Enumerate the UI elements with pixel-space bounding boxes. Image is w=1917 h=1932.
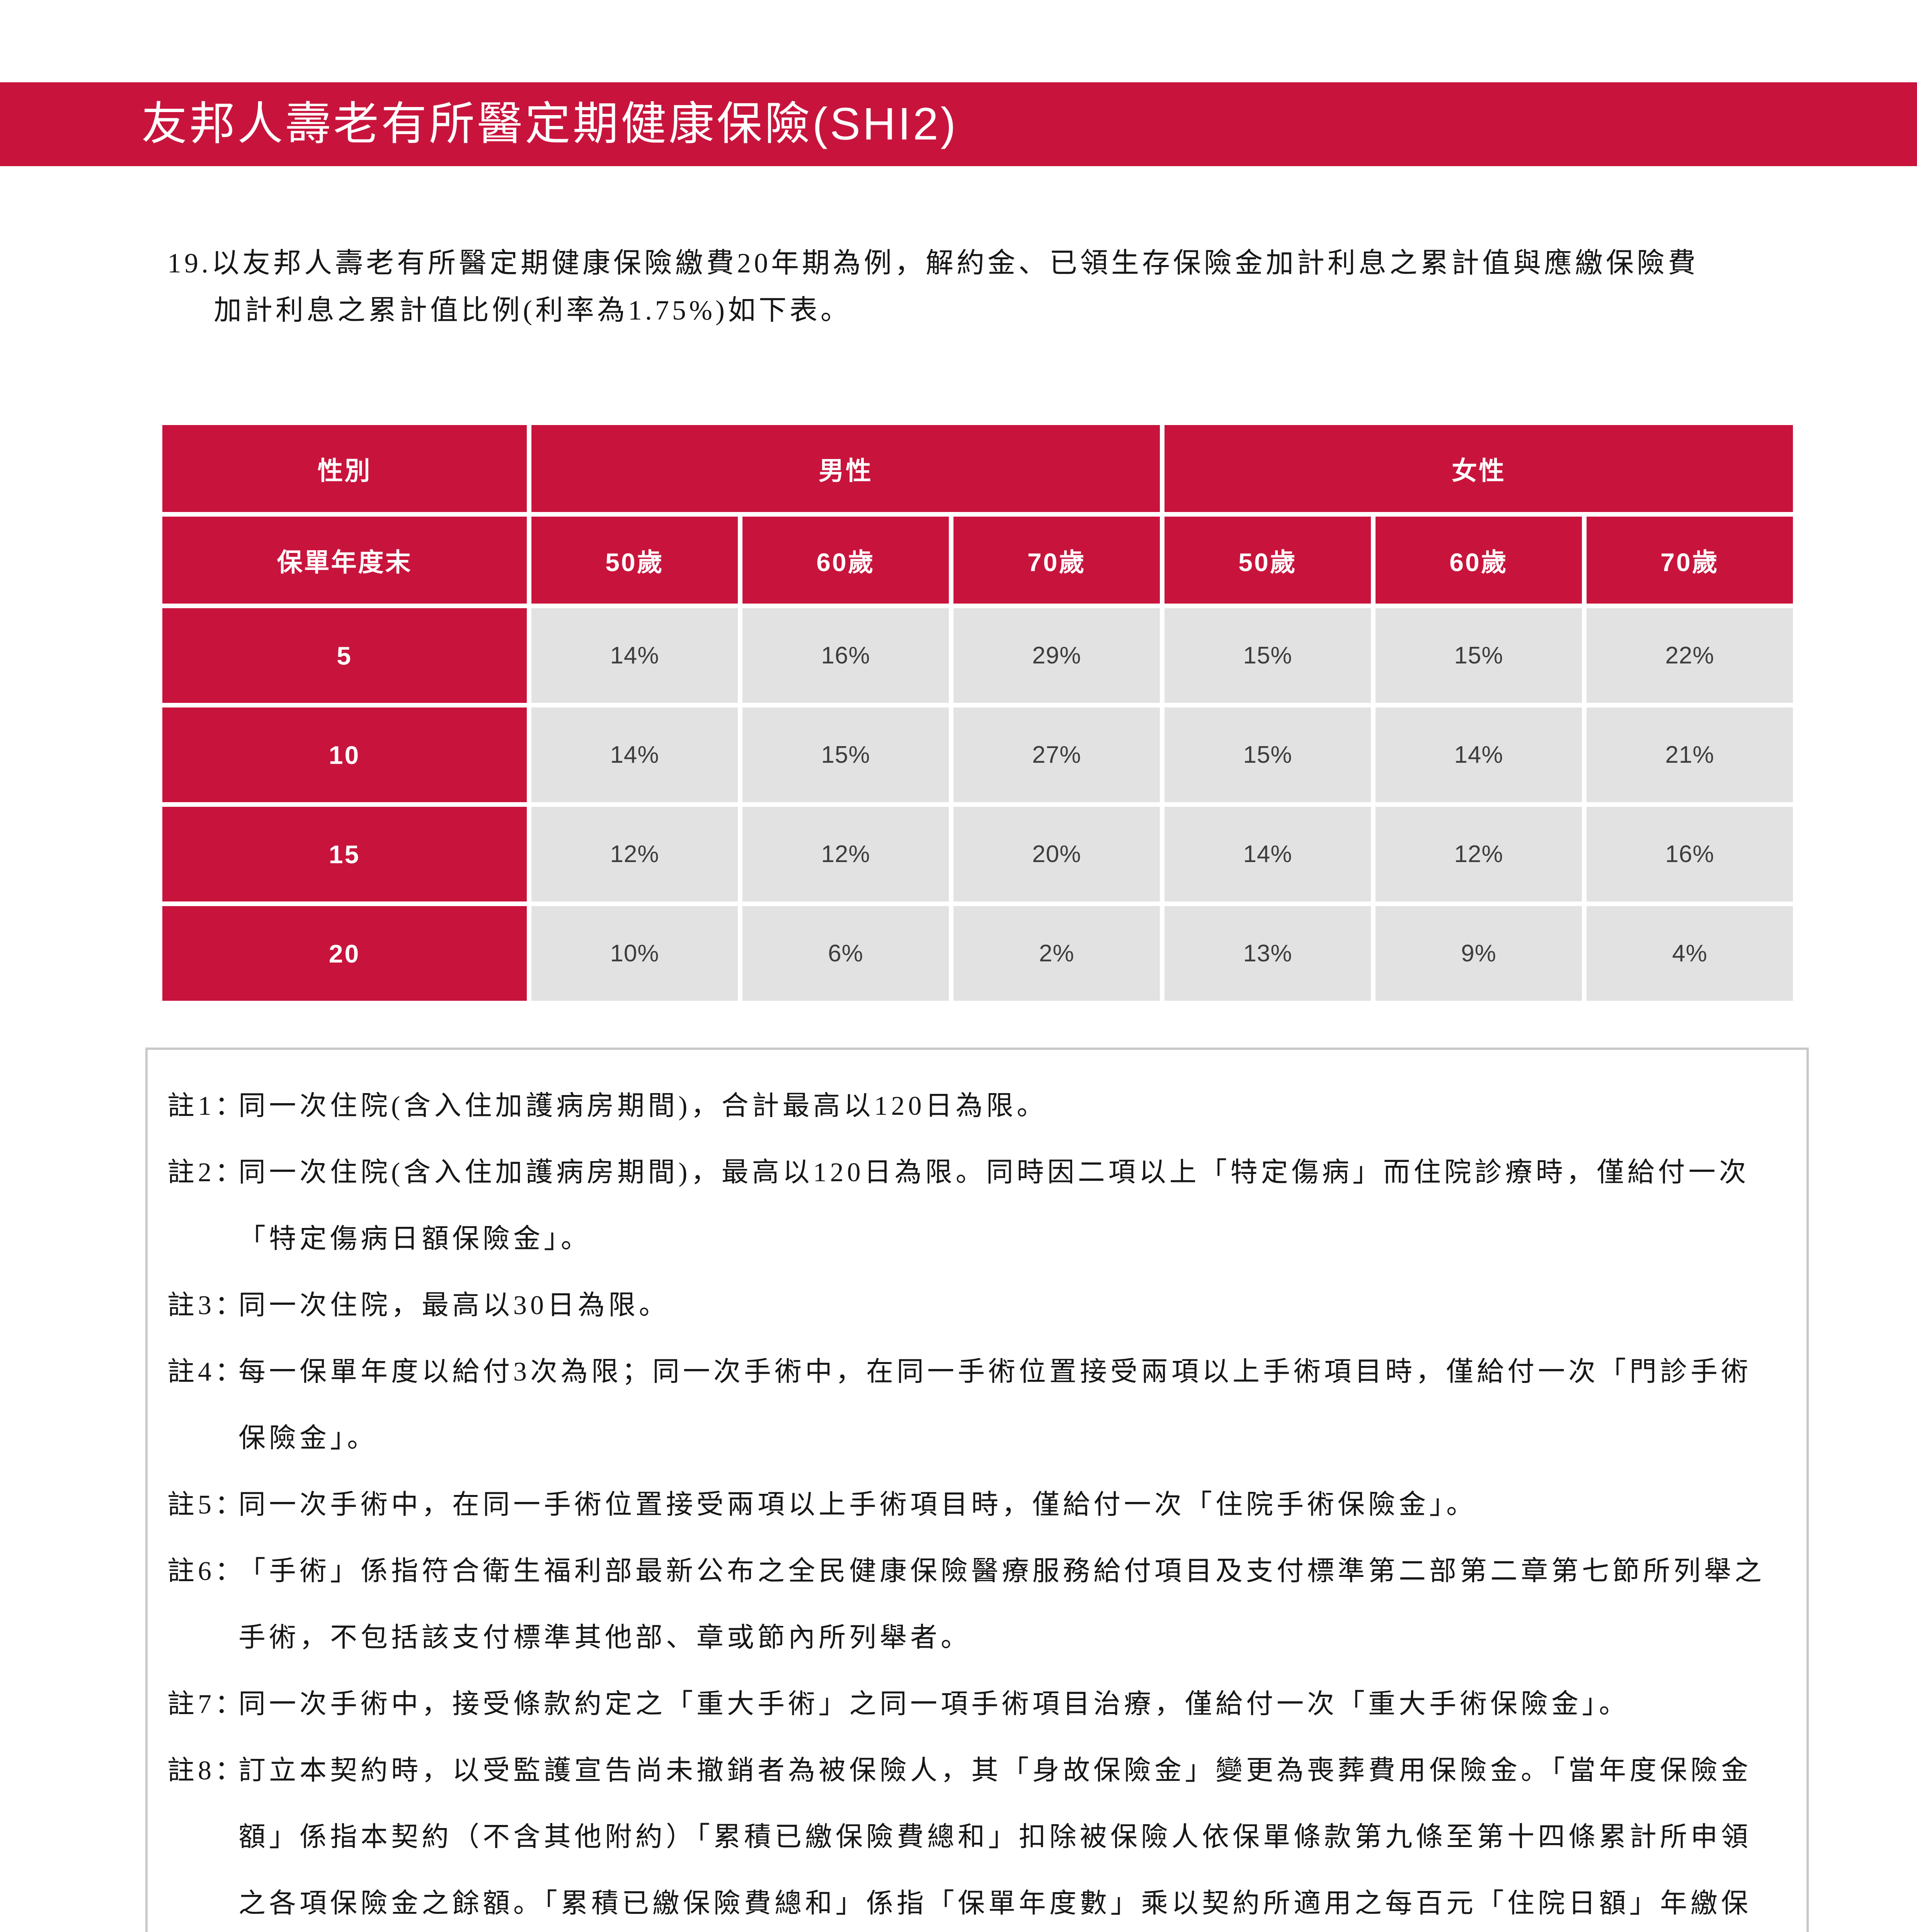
note-2-cont: 「特定傷病日額保險金」。 [238, 1224, 591, 1254]
note-8-text: 訂立本契約時，以受監護宣告尚未撤銷者為被保險人，其「身故保險金」變更為喪葬費用保… [238, 1756, 1752, 1786]
note-7: 註7：同一次手術中，接受條款約定之「重大手術」之同一項手術項目治療，僅給付一次「… [167, 1671, 1795, 1738]
table-value-cell: 22% [1587, 608, 1793, 703]
note-4-label: 註4： [167, 1357, 245, 1387]
table-year-cell: 15 [162, 807, 527, 901]
title-banner: 友邦人壽老有所醫定期健康保險(SHI2) [0, 82, 1917, 166]
note-6-text: 「手術」係指符合衛生福利部最新公布之全民健康保險醫療服務給付項目及支付標準第二部… [238, 1556, 1765, 1586]
table-value-cell: 15% [742, 707, 949, 802]
table-value-cell: 14% [531, 707, 738, 802]
note-8-cont: 額」係指本契約（不含其他附約）「累積已繳保險費總和」扣除被保險人依保單條款第九條… [238, 1822, 1752, 1852]
table-row-header: 保單年度末 [162, 517, 527, 604]
note-4-text: 每一保單年度以給付3次為限；同一次手術中，在同一手術位置接受兩項以上手術項目時，… [238, 1357, 1752, 1387]
table-value-cell: 16% [742, 608, 949, 703]
table-group-header-female: 女性 [1165, 425, 1793, 512]
table-age-header: 70歲 [953, 517, 1160, 604]
table-value-cell: 15% [1376, 608, 1582, 703]
table-year-cell: 10 [162, 707, 527, 802]
table-value-cell: 6% [742, 906, 949, 1001]
table-age-header: 60歲 [742, 517, 949, 604]
note-6-cont: 手術，不包括該支付標準其他部、章或節內所列舉者。 [238, 1623, 971, 1653]
note-3-label: 註3： [167, 1291, 245, 1320]
table-value-cell: 12% [742, 807, 949, 901]
table-age-header: 70歲 [1587, 517, 1793, 604]
intro-line-2: 加計利息之累計值比例(利率為1.75%)如下表。 [214, 295, 851, 326]
note-1: 註1：同一次住院(含入住加護病房期間)，合計最高以120日為限。 [167, 1073, 1795, 1139]
note-3: 註3：同一次住院，最高以30日為限。 [167, 1272, 1795, 1339]
table-value-cell: 13% [1165, 906, 1371, 1001]
intro-paragraph: 19.以友邦人壽老有所醫定期健康保險繳費20年期為例，解約金、已領生存保險金加計… [167, 240, 1699, 334]
note-1-text: 同一次住院(含入住加護病房期間)，合計最高以120日為限。 [238, 1091, 1047, 1121]
note-2: 註2：同一次住院(含入住加護病房期間)，最高以120日為限。同時因二項以上「特定… [167, 1139, 1795, 1206]
note-4-cont: 保險金」。 [238, 1423, 378, 1453]
table-value-cell: 15% [1165, 707, 1371, 802]
table-value-cell: 12% [1376, 807, 1582, 901]
note-2-text: 同一次住院(含入住加護病房期間)，最高以120日為限。同時因二項以上「特定傷病」… [238, 1158, 1750, 1187]
table-age-header: 50歲 [531, 517, 738, 604]
table-age-header: 50歲 [1165, 517, 1371, 604]
note-7-text: 同一次手術中，接受條款約定之「重大手術」之同一項手術項目治療，僅給付一次「重大手… [238, 1689, 1629, 1719]
note-8-cont: 之各項保險金之餘額。「累積已繳保險費總和」係指「保單年度數」乘以契約所適用之每百… [238, 1889, 1752, 1918]
note-8: 註8：訂立本契約時，以受監護宣告尚未撤銷者為被保險人，其「身故保險金」變更為喪葬… [167, 1738, 1795, 1804]
page-title: 友邦人壽老有所醫定期健康保險(SHI2) [141, 99, 958, 150]
table-value-cell: 2% [953, 906, 1160, 1001]
table-group-header-male: 男性 [531, 425, 1160, 512]
table-value-cell: 14% [531, 608, 738, 703]
table-value-cell: 21% [1587, 707, 1793, 802]
table-value-cell: 9% [1376, 906, 1582, 1001]
table-value-cell: 27% [953, 707, 1160, 802]
table-value-cell: 14% [1376, 707, 1582, 802]
note-5-text: 同一次手術中，在同一手術位置接受兩項以上手術項目時，僅給付一次「住院手術保險金」… [238, 1490, 1477, 1520]
table-value-cell: 14% [1165, 807, 1371, 901]
note-1-label: 註1： [167, 1091, 245, 1121]
note-5-label: 註5： [167, 1490, 245, 1520]
note-3-text: 同一次住院，最高以30日為限。 [238, 1291, 669, 1320]
note-7-label: 註7： [167, 1689, 245, 1719]
note-8-label: 註8： [167, 1756, 245, 1786]
table-value-cell: 12% [531, 807, 738, 901]
note-2-label: 註2： [167, 1158, 245, 1187]
intro-line-1: 19.以友邦人壽老有所醫定期健康保險繳費20年期為例，解約金、已領生存保險金加計… [167, 248, 1699, 279]
table-value-cell: 15% [1165, 608, 1371, 703]
note-6: 註6：「手術」係指符合衛生福利部最新公布之全民健康保險醫療服務給付項目及支付標準… [167, 1538, 1795, 1605]
note-5: 註5：同一次手術中，在同一手術位置接受兩項以上手術項目時，僅給付一次「住院手術保… [167, 1472, 1795, 1538]
table-value-cell: 16% [1587, 807, 1793, 901]
notes-box: 註1：同一次住院(含入住加護病房期間)，合計最高以120日為限。 註2：同一次住… [145, 1048, 1809, 1932]
note-6-label: 註6： [167, 1556, 245, 1586]
table-value-cell: 10% [531, 906, 738, 1001]
table-value-cell: 29% [953, 608, 1160, 703]
surrender-ratio-table: 性別 男性 女性 保單年度末 50歲 60歲 70歲 50歲 60歲 70歲 5… [162, 425, 1793, 1001]
note-4: 註4：每一保單年度以給付3次為限；同一次手術中，在同一手術位置接受兩項以上手術項… [167, 1339, 1795, 1405]
table-value-cell: 4% [1587, 906, 1793, 1001]
table-age-header: 60歲 [1376, 517, 1582, 604]
table-year-cell: 20 [162, 906, 527, 1001]
table-corner-header: 性別 [162, 425, 527, 512]
table-year-cell: 5 [162, 608, 527, 703]
table-value-cell: 20% [953, 807, 1160, 901]
